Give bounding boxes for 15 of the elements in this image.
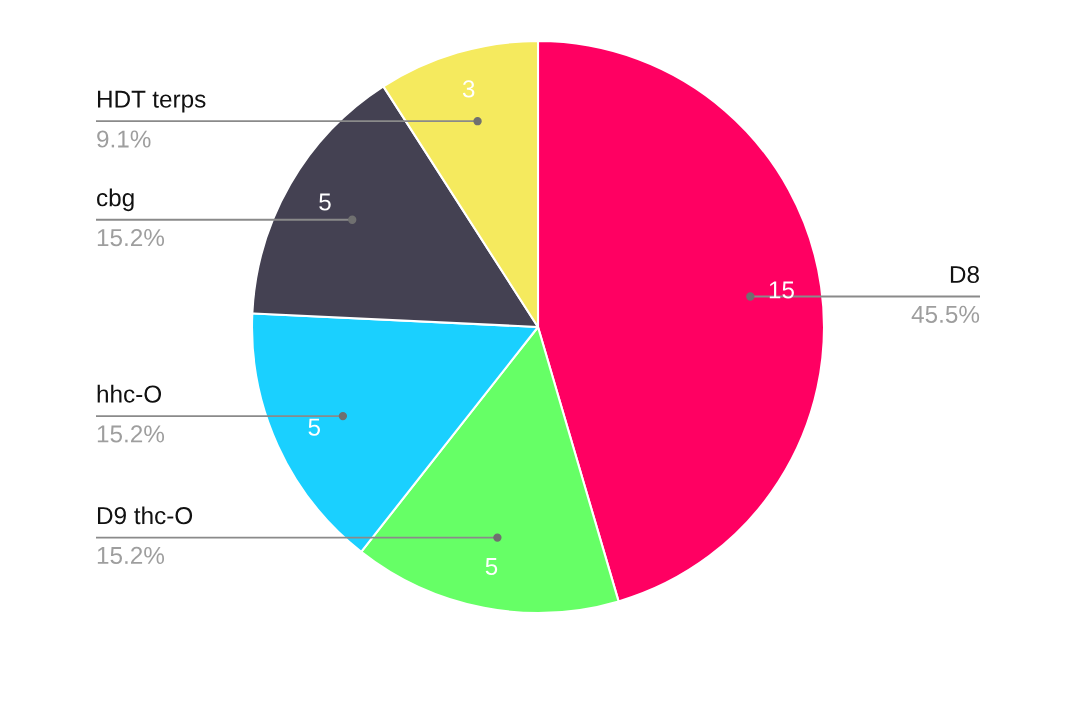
data-label: 5 (319, 193, 331, 211)
data-label: 15 (769, 281, 794, 299)
data-label: 3 (462, 80, 475, 98)
slice-label: HDT terps (97, 90, 206, 113)
text: 15.2% (97, 228, 165, 247)
slice-label: hhc-O (97, 384, 162, 403)
slice-label: D8 (950, 265, 979, 284)
data-label: 5 (485, 558, 498, 576)
slice-label: cbg (97, 188, 134, 212)
data-label: 5 (308, 418, 321, 436)
text: 45.5% (911, 305, 980, 323)
slice-label: D9 thc-O (97, 506, 193, 525)
text: 15.2% (97, 546, 165, 565)
text: 15.2% (97, 425, 165, 443)
text: 9.1% (97, 130, 151, 148)
